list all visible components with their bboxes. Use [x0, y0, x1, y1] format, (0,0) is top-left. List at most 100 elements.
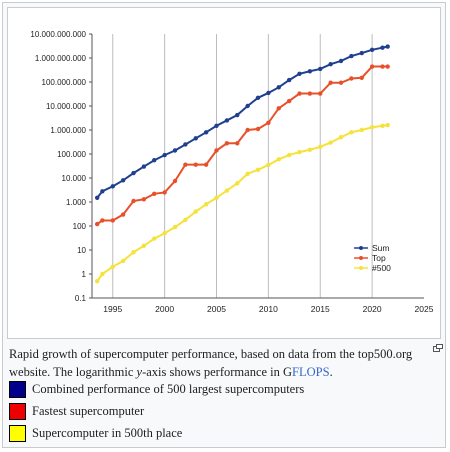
data-point: [349, 130, 354, 135]
data-point: [120, 212, 126, 217]
x-tick-label: 2010: [259, 304, 278, 314]
performance-chart: 1995 2000 2005 2010 2015 2020 2025 0.1 1 10 100 1.0…: [30, 30, 434, 314]
y-tick-label: 100: [73, 222, 87, 231]
legend-marker: [359, 266, 363, 270]
x-tick-label: 2005: [207, 304, 226, 314]
data-point: [328, 80, 333, 85]
data-point: [380, 45, 385, 50]
data-point: [266, 162, 271, 168]
legend-item-sum: Combined performance of 500 largest supe…: [9, 379, 304, 399]
data-point: [297, 91, 302, 96]
data-point: [276, 157, 281, 162]
data-point: [203, 202, 209, 207]
legend-item-top: Fastest supercomputer: [9, 401, 144, 421]
y-tick-label: 10.000: [62, 174, 87, 183]
data-point: [131, 170, 136, 176]
legend-label: Top: [372, 253, 386, 263]
data-point: [245, 127, 250, 133]
y-tick-label: 100.000: [57, 150, 86, 159]
data-point: [307, 69, 313, 74]
data-point: [328, 62, 333, 67]
data-point: [349, 76, 354, 81]
x-tick-label: 2020: [363, 304, 382, 314]
data-point: [349, 53, 354, 59]
data-point: [94, 279, 100, 284]
y-tick-label: 1.000.000.000: [35, 54, 87, 63]
data-point: [172, 178, 178, 184]
data-point: [203, 130, 209, 135]
data-point: [318, 91, 323, 96]
y-tick-label: 1.000: [66, 198, 87, 207]
data-point: [162, 231, 167, 236]
caption-text-2: -axis shows performance in G: [142, 365, 293, 379]
data-point: [203, 162, 209, 167]
data-point: [359, 50, 364, 56]
data-point: [235, 181, 240, 186]
data-point: [172, 224, 178, 230]
data-point: [110, 264, 115, 269]
y-tick-label: 1.000.000: [50, 126, 86, 135]
data-point: [380, 123, 385, 128]
data-point: [266, 90, 271, 96]
data-point: [94, 195, 100, 200]
data-point: [286, 77, 292, 83]
data-point: [359, 75, 364, 80]
legend-label: Sum: [372, 243, 389, 253]
data-point: [328, 140, 333, 145]
data-point: [183, 142, 188, 147]
data-point: [255, 126, 261, 132]
data-point: [183, 217, 188, 223]
data-point: [224, 141, 230, 146]
legend-swatch-500: [9, 424, 26, 442]
data-point: [120, 258, 126, 264]
data-point: [110, 218, 115, 223]
x-tick-label: 2025: [415, 304, 434, 314]
data-point: [162, 152, 167, 158]
flops-link[interactable]: FLOPS: [292, 365, 330, 379]
data-point: [255, 167, 261, 172]
x-tick-label: 2015: [311, 304, 330, 314]
data-point: [385, 64, 390, 69]
data-point: [224, 118, 230, 123]
data-point: [338, 135, 344, 140]
data-point: [193, 162, 198, 167]
y-tick-label: 10: [77, 246, 86, 255]
data-point: [152, 236, 157, 241]
data-point: [255, 95, 261, 100]
data-point: [110, 184, 115, 189]
data-point: [369, 64, 375, 69]
data-point: [152, 158, 157, 163]
data-point: [286, 98, 292, 104]
data-point: [369, 125, 375, 130]
chart-image[interactable]: 1995 2000 2005 2010 2015 2020 2025 0.1 1 10 100 1.0…: [7, 7, 441, 339]
data-point: [338, 80, 344, 85]
data-point: [120, 178, 126, 183]
data-point: [100, 189, 105, 194]
data-point: [338, 58, 344, 64]
data-point: [318, 66, 323, 72]
data-point: [380, 64, 385, 69]
enlarge-icon[interactable]: [433, 344, 443, 352]
legend-marker: [359, 246, 363, 250]
data-point: [131, 198, 136, 204]
data-point: [94, 221, 100, 227]
legend-label-sum: Combined performance of 500 largest supe…: [32, 381, 305, 396]
data-point: [385, 122, 390, 128]
y-tick-label: 100.000.000: [42, 78, 87, 87]
x-tick-label: 1995: [103, 304, 122, 314]
legend-label: #500: [372, 263, 391, 273]
data-point: [266, 120, 271, 125]
data-point: [385, 44, 390, 49]
caption-y-italic: y: [136, 365, 143, 379]
data-point: [276, 106, 281, 111]
data-point: [318, 144, 323, 149]
legend-label-500: Supercomputer in 500th place: [32, 425, 183, 440]
data-point: [214, 123, 219, 128]
data-point: [193, 209, 198, 214]
data-point: [141, 164, 147, 169]
data-point: [100, 218, 105, 223]
data-point: [214, 195, 219, 200]
data-point: [131, 250, 136, 255]
data-point: [297, 71, 302, 76]
data-point: [359, 127, 364, 133]
